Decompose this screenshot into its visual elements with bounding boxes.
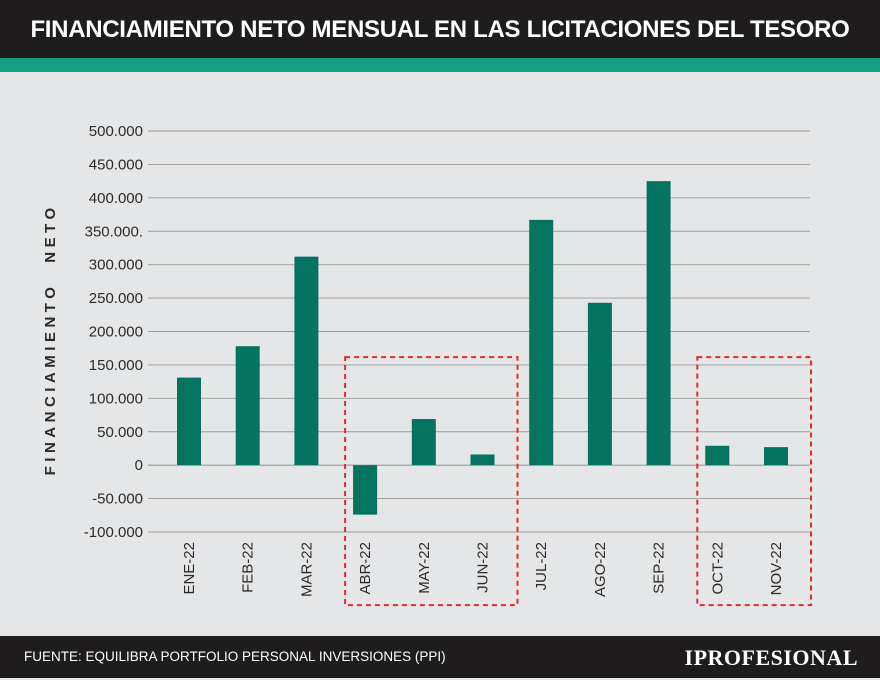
y-tick-label: 0 (135, 457, 143, 474)
x-tick-label: JUL-22 (533, 542, 550, 590)
x-tick-label: SEP-22 (651, 542, 668, 594)
x-tick-label: NOV-22 (768, 542, 785, 595)
bar (764, 447, 788, 466)
highlight-box (344, 356, 519, 607)
y-tick-label: 500.000 (89, 123, 143, 140)
y-tick-label: 350.000. (85, 223, 143, 240)
x-tick-label: FEB-22 (240, 542, 257, 593)
bar (294, 256, 319, 466)
x-tick-label: AGO-22 (592, 542, 609, 597)
bar (177, 377, 201, 466)
chart-area: 500.000 450.000 400.000 350.000. 300.000 250.… (0, 72, 880, 636)
y-tick-label: 300.000 (89, 257, 143, 274)
bar (587, 302, 612, 466)
y-tick-label: 400.000 (89, 190, 143, 207)
y-axis-title-1: FINANCIAMIENTO (42, 283, 59, 476)
footer-bar: FUENTE: EQUILIBRA PORTFOLIO PERSONAL INV… (0, 636, 880, 678)
chart-title: FINANCIAMIENTO NETO MENSUAL EN LAS LICIT… (30, 16, 850, 43)
x-tick-label: JUN-22 (475, 542, 492, 593)
bar-chart: 500.000 450.000 400.000 350.000. 300.000 250.… (42, 123, 812, 607)
brand-logo: IPROFESIONAL (685, 636, 858, 678)
brand-logo-text: IPROFESIONAL (684, 645, 858, 670)
highlight-box (696, 356, 812, 607)
y-tick-label: -100.000 (84, 524, 143, 541)
x-tick-label: OCT-22 (709, 542, 726, 595)
x-tick-label: ENE-22 (181, 542, 198, 595)
y-tick-label: 100.000 (89, 390, 143, 407)
bar (235, 346, 260, 466)
bar (353, 465, 378, 515)
x-tick-label: MAY-22 (416, 542, 433, 594)
x-tick-label: ABR-22 (357, 542, 374, 595)
accent-stripe (0, 58, 880, 72)
bar (646, 181, 671, 466)
header-bar: FINANCIAMIENTO NETO MENSUAL EN LAS LICIT… (0, 0, 880, 58)
x-tick-label: MAR-22 (298, 542, 315, 597)
bar (529, 219, 554, 466)
y-tick-label: 250.000 (89, 290, 143, 307)
y-tick-label: 150.000 (89, 357, 143, 374)
bar (470, 454, 495, 466)
y-tick-label: 200.000 (89, 324, 143, 341)
source-text: FUENTE: EQUILIBRA PORTFOLIO PERSONAL INV… (24, 649, 446, 664)
bar (411, 419, 436, 466)
y-tick-label: -50.000 (92, 491, 143, 508)
bar (705, 445, 730, 466)
y-tick-label: 450.000 (89, 156, 143, 173)
y-tick-label: 50.000 (97, 424, 143, 441)
y-axis-title-2: NETO (42, 203, 59, 262)
